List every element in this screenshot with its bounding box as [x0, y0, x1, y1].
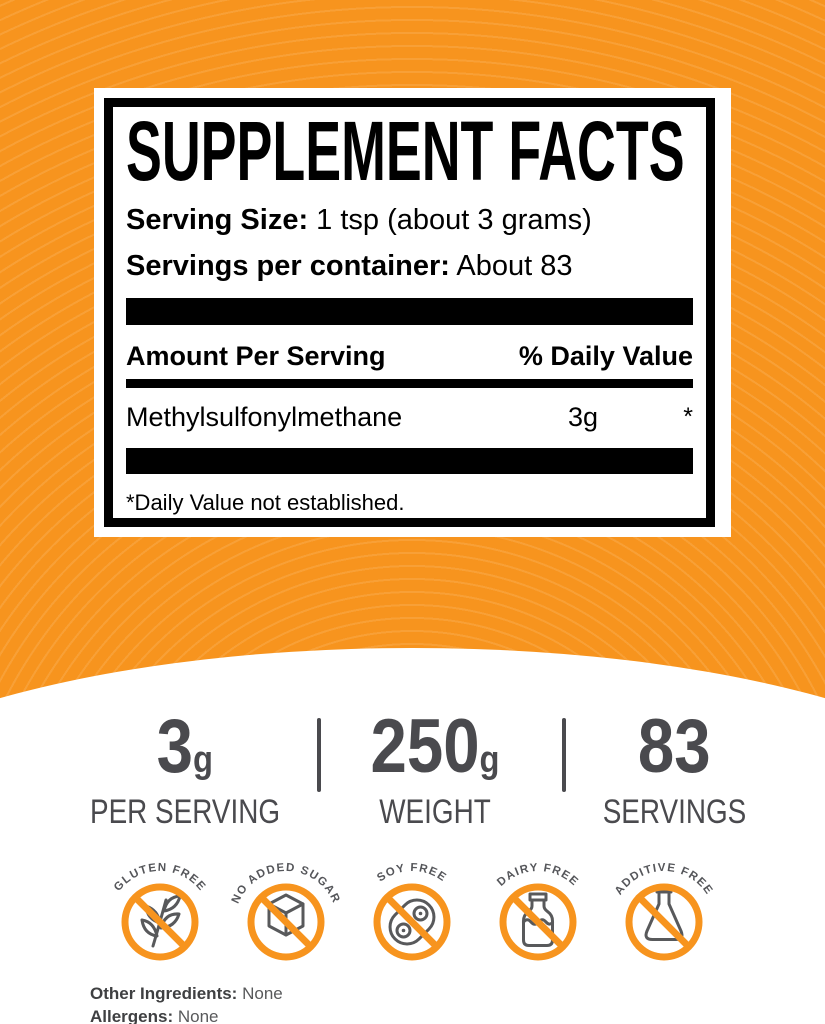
badge-dairy-free: DAIRY FREE	[475, 850, 601, 968]
separator-bar-thin	[126, 378, 693, 388]
ingredient-amount: 3g	[567, 401, 599, 432]
facts-header-row: Amount Per Serving % Daily Value	[126, 340, 693, 372]
stat-per-serving-label: PER SERVING	[89, 793, 281, 831]
allergens-label: Allergens:	[90, 1007, 174, 1024]
stat-unit: g	[479, 739, 500, 781]
stat-weight-number: 250g	[370, 709, 500, 795]
separator-bar-thick-bottom	[126, 447, 693, 474]
stat-unit: g	[193, 739, 214, 781]
ingredients-footer: Other Ingredients: None Allergens: None	[90, 982, 283, 1024]
other-ingredients-label: Other Ingredients:	[90, 984, 238, 1003]
stat-servings-number: 83	[638, 709, 711, 795]
svg-text:SOY FREE: SOY FREE	[375, 862, 449, 885]
allergens-line: Allergens: None	[90, 1005, 283, 1024]
stat-value: 83	[638, 704, 711, 789]
stat-per-serving: 3g PER SERVING	[65, 709, 305, 831]
badge-no-added-sugar: NO ADDED SUGAR	[223, 850, 349, 968]
ingredient-name: Methylsulfonylmethane	[126, 401, 403, 432]
sugar-cube-icon: NO ADDED SUGAR	[230, 862, 341, 961]
serving-size-line: Serving Size: 1 tsp (about 3 grams)	[126, 202, 693, 238]
badge-label: SOY FREE	[375, 862, 447, 885]
amount-per-serving-header: Amount Per Serving	[126, 340, 386, 371]
supplement-facts-title: SUPPLEMENT FACTS	[126, 104, 685, 198]
stat-weight-label: WEIGHT	[379, 793, 491, 831]
milk-bottle-icon: DAIRY FREE	[495, 862, 580, 961]
badge-gluten-free: GLUTEN FREE	[97, 850, 223, 968]
white-curve-divider	[0, 648, 825, 1024]
separator-bar-thick	[126, 297, 693, 325]
soy-pod-icon: SOY FREE	[373, 862, 451, 961]
servings-per-container-value: About 83	[449, 249, 573, 282]
free-from-badges-row: GLUTEN FREE NO ADDED SUGAR	[97, 850, 727, 968]
serving-size-value: 1 tsp (about 3 grams)	[308, 203, 592, 236]
stat-divider	[562, 718, 566, 792]
badge-soy-free: SOY FREE	[349, 850, 475, 968]
badge-additive-free: ADDITIVE FREE	[601, 850, 727, 968]
stat-servings-label: SERVINGS	[602, 793, 747, 831]
stat-weight: 250g WEIGHT	[330, 709, 540, 831]
daily-value-header: % Daily Value	[518, 340, 693, 371]
supplement-facts-card: SUPPLEMENT FACTS Serving Size: 1 tsp (ab…	[94, 88, 731, 537]
daily-value-footnote: *Daily Value not established.	[126, 489, 405, 515]
servings-per-container-label: Servings per container:	[126, 249, 450, 282]
wheat-icon: GLUTEN FREE	[112, 862, 207, 961]
stat-value: 250	[370, 704, 480, 789]
table-row: Methylsulfonylmethane 3g *	[126, 401, 693, 433]
allergens-value: None	[173, 1007, 219, 1024]
servings-per-container-line: Servings per container: About 83	[126, 248, 693, 284]
supplement-facts-border: SUPPLEMENT FACTS Serving Size: 1 tsp (ab…	[104, 98, 715, 527]
other-ingredients-line: Other Ingredients: None	[90, 982, 283, 1005]
stat-per-serving-number: 3g	[157, 709, 214, 795]
ingredient-daily-value: *	[683, 402, 693, 431]
flask-icon: ADDITIVE FREE	[613, 862, 714, 961]
stat-divider	[317, 718, 321, 792]
stats-row: 3g PER SERVING 250g WEIGHT 83 SERVINGS	[0, 709, 825, 832]
other-ingredients-value: None	[237, 984, 283, 1003]
serving-size-label: Serving Size:	[126, 203, 309, 236]
stat-servings: 83 SERVINGS	[572, 709, 777, 831]
stat-value: 3	[156, 704, 194, 789]
